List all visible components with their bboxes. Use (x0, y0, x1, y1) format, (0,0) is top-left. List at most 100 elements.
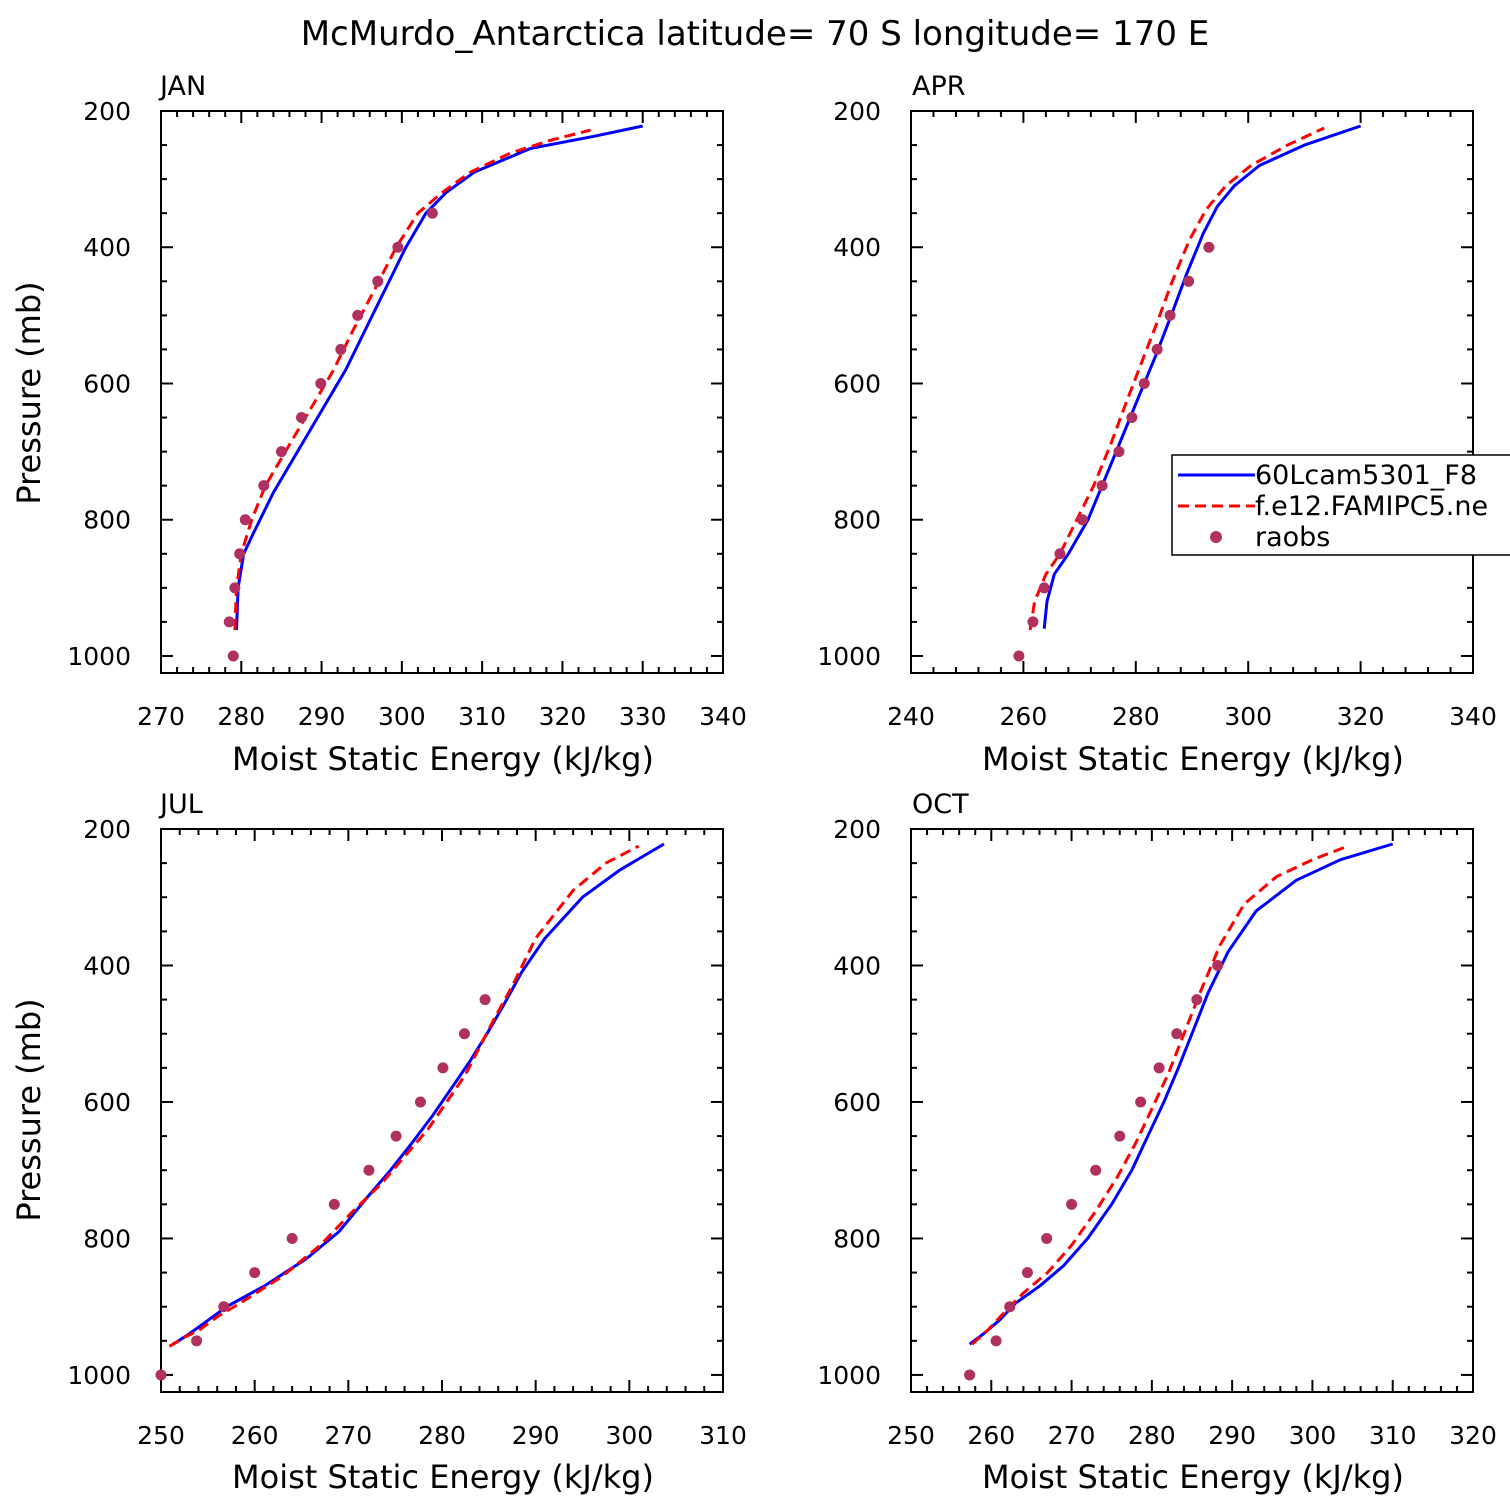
x-tick-label: 310 (1369, 1421, 1417, 1450)
raobs-point (1191, 994, 1203, 1006)
panel-label: OCT (912, 789, 969, 820)
series-line-model2 (233, 128, 591, 631)
raobs-point (335, 343, 347, 355)
raobs-point (1171, 1028, 1183, 1040)
raobs-point (328, 1198, 340, 1210)
y-tick-label: 1000 (817, 642, 881, 671)
y-tick-label: 600 (833, 1088, 881, 1117)
y-tick-label: 600 (83, 369, 131, 398)
raobs-point (1004, 1301, 1016, 1313)
raobs-point (239, 514, 251, 526)
raobs-point (223, 616, 235, 628)
series-line-model2 (168, 844, 640, 1348)
plot-frame (910, 110, 1474, 674)
legend: 60Lcam5301_F8 f.e12.FAMIPC5.ne raobs (1171, 454, 1510, 556)
y-axis-label: Pressure (mb) (10, 281, 48, 504)
main-title: McMurdo_Antarctica latitude= 70 S longit… (301, 14, 1210, 54)
raobs-point (1021, 1267, 1033, 1279)
raobs-point (1183, 275, 1195, 287)
raobs-point (1090, 1164, 1102, 1176)
series-line-model1 (968, 842, 1394, 1346)
x-tick-label: 310 (699, 1421, 747, 1450)
x-tick-label: 320 (1449, 1421, 1497, 1450)
x-tick-label: 320 (1337, 702, 1385, 731)
x-tick-label: 300 (605, 1421, 653, 1450)
x-tick-label: 340 (1449, 702, 1497, 731)
raobs-point (1212, 959, 1224, 971)
raobs-point (1054, 548, 1066, 560)
raobs-point (392, 241, 404, 253)
y-tick-label: 1000 (67, 1361, 131, 1390)
y-tick-label: 200 (833, 815, 881, 844)
raobs-point (1138, 377, 1150, 389)
raobs-point (1114, 1130, 1126, 1142)
x-tick-label: 340 (699, 702, 747, 731)
raobs-point (352, 309, 364, 321)
panel-label: APR (912, 71, 966, 102)
raobs-point (286, 1232, 298, 1244)
x-axis-label: Moist Static Energy (kJ/kg) (982, 740, 1404, 778)
x-tick-label: 270 (137, 702, 185, 731)
x-tick-label: 280 (1128, 1421, 1176, 1450)
legend-label: 60Lcam5301_F8 (1255, 460, 1477, 491)
legend-label: raobs (1255, 522, 1330, 553)
x-tick-label: 280 (1112, 702, 1160, 731)
x-tick-label: 320 (539, 702, 587, 731)
x-tick-label: 300 (1289, 1421, 1337, 1450)
raobs-point (1135, 1096, 1147, 1108)
raobs-point (249, 1267, 261, 1279)
x-tick-label: 260 (231, 1421, 279, 1450)
raobs-point (227, 650, 239, 662)
legend-label: f.e12.FAMIPC5.ne (1255, 491, 1488, 522)
raobs-point (1041, 1232, 1053, 1244)
y-axis-label: Pressure (mb) (10, 998, 48, 1221)
series-line-model1 (1042, 124, 1362, 629)
raobs-point (458, 1028, 470, 1040)
x-tick-label: 300 (378, 702, 426, 731)
x-tick-label: 280 (217, 702, 265, 731)
legend-marker (1210, 531, 1222, 543)
raobs-point (1126, 412, 1138, 424)
raobs-point (1096, 480, 1108, 492)
x-tick-label: 240 (887, 702, 935, 731)
x-tick-label: 290 (1208, 1421, 1256, 1450)
plot-frame (910, 828, 1474, 1393)
raobs-point (296, 412, 307, 424)
x-tick-label: 250 (137, 1421, 185, 1450)
panel-oct: OCT 250 260 270 280 290 300 310 320 200 400 600 800… (817, 789, 1496, 1496)
x-tick-label: 270 (324, 1421, 372, 1450)
x-axis-label: Moist Static Energy (kJ/kg) (982, 1458, 1404, 1496)
y-tick-label: 800 (833, 506, 881, 535)
panel-label: JAN (158, 71, 206, 102)
raobs-point (1027, 616, 1039, 628)
x-tick-label: 310 (458, 702, 506, 731)
raobs-point (426, 207, 438, 219)
legend-box (1171, 454, 1510, 556)
y-tick-label: 400 (833, 951, 881, 980)
panel-jul: JUL 250 260 270 280 290 300 310 200 400 600 800 100… (10, 789, 747, 1496)
raobs-point (964, 1369, 976, 1381)
raobs-point (191, 1335, 203, 1347)
series-line-model1 (172, 842, 665, 1346)
series-line-model2 (971, 845, 1346, 1346)
raobs-point (1153, 1062, 1165, 1074)
raobs-point (479, 994, 491, 1006)
raobs-point (258, 480, 270, 492)
raobs-point (372, 275, 384, 287)
raobs-point (218, 1301, 230, 1313)
panel-apr: APR 240 260 280 300 320 340 200 400 600 800 1000 M… (817, 71, 1496, 778)
y-tick-label: 200 (83, 815, 131, 844)
x-tick-label: 290 (512, 1421, 560, 1450)
panel-label: JUL (158, 789, 203, 820)
y-tick-label: 200 (833, 97, 881, 126)
raobs-point (1164, 309, 1176, 321)
x-tick-label: 270 (1048, 1421, 1096, 1450)
raobs-point (229, 582, 241, 594)
y-tick-label: 800 (833, 1224, 881, 1253)
x-tick-label: 280 (418, 1421, 466, 1450)
y-tick-label: 200 (83, 97, 131, 126)
series-line-model2 (1028, 126, 1325, 631)
plot-frame (160, 110, 724, 674)
raobs-point (234, 548, 246, 560)
